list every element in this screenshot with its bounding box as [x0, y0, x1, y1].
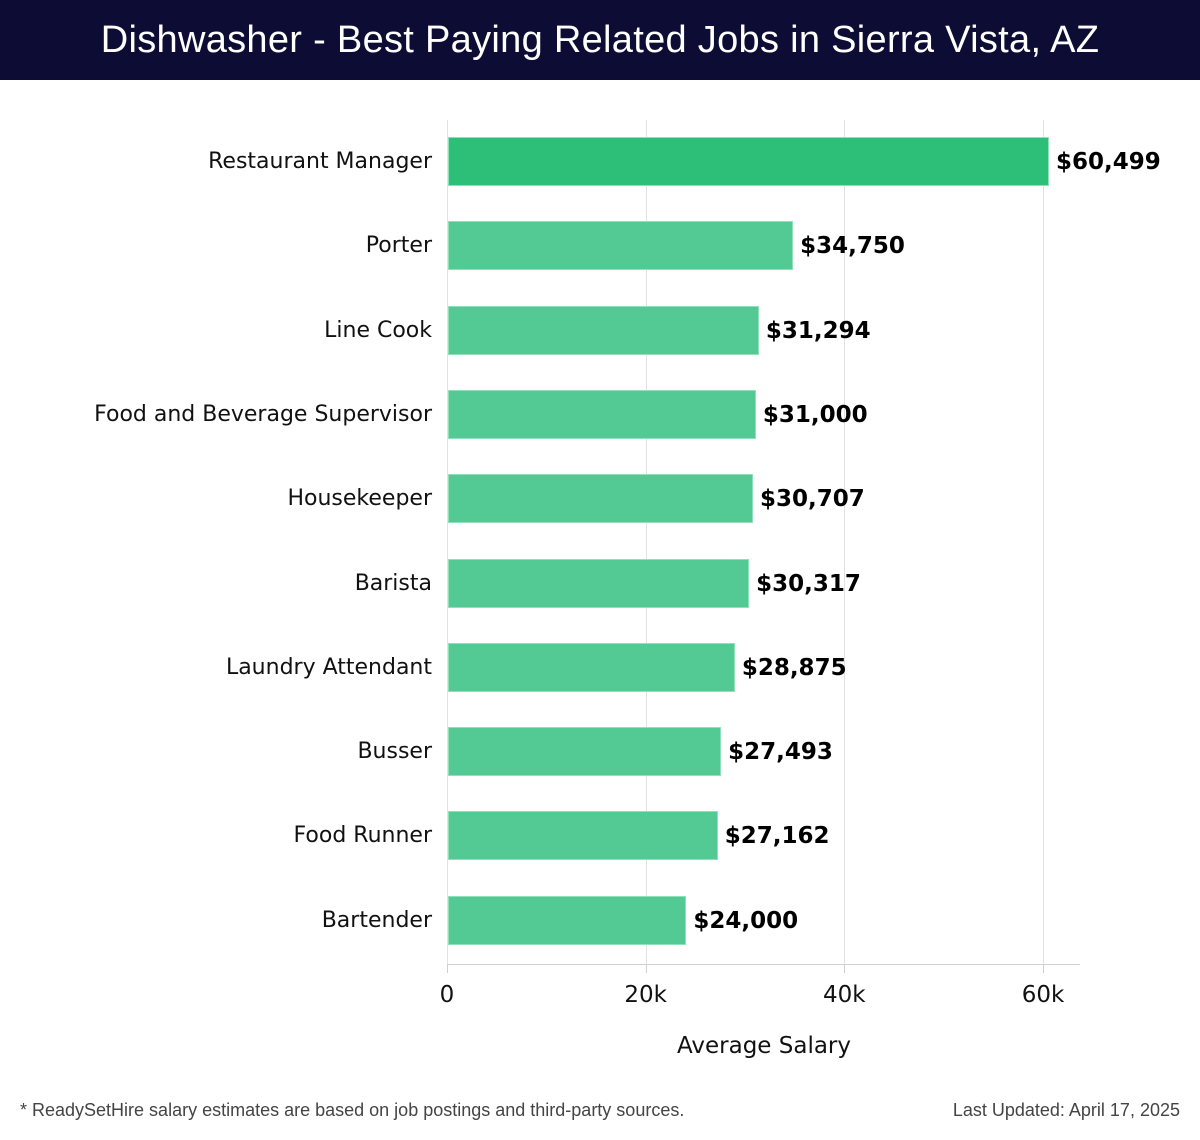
x-tick-label: 20k	[624, 982, 667, 1008]
gridline	[1043, 120, 1044, 965]
x-tick	[447, 965, 448, 973]
x-tick-label: 60k	[1021, 982, 1065, 1008]
salary-bar[interactable]	[448, 221, 794, 271]
salary-bar[interactable]	[448, 642, 735, 692]
value-label: $34,750	[800, 233, 905, 260]
x-tick	[645, 965, 647, 973]
category-label: Housekeeper	[287, 486, 432, 512]
category-label: Laundry Attendant	[225, 654, 432, 680]
salary-bar[interactable]	[448, 389, 756, 439]
gridline	[447, 120, 448, 965]
x-tick	[1043, 965, 1044, 973]
value-label: $27,493	[728, 739, 833, 766]
value-label: $30,317	[756, 570, 861, 597]
x-tick	[844, 965, 846, 973]
salary-bar[interactable]	[448, 137, 1049, 186]
salary-bar[interactable]	[448, 895, 687, 945]
x-tick-label: 40k	[823, 982, 866, 1008]
x-axis-label: Average Salary	[676, 1033, 852, 1059]
gridline	[844, 120, 846, 965]
salary-bar[interactable]	[448, 474, 754, 524]
category-label: Food Runner	[293, 823, 432, 849]
value-label: $28,875	[741, 654, 847, 681]
category-label: Food and Beverage Supervisor	[94, 401, 432, 427]
value-label: $24,000	[693, 907, 799, 934]
value-label: $31,294	[765, 317, 871, 344]
category-label: Porter	[365, 233, 432, 259]
x-axis-line	[447, 964, 1080, 965]
category-label: Barista	[354, 570, 432, 596]
value-label: $60,499	[1055, 149, 1161, 175]
footnote: * ReadySetHire salary estimates are base…	[20, 1100, 685, 1120]
value-label: $31,000	[762, 401, 868, 428]
category-label: Line Cook	[324, 317, 432, 343]
value-label: $27,162	[724, 823, 830, 850]
chart-header: Dishwasher - Best Paying Related Jobs in…	[0, 0, 1200, 80]
category-label: Bartender	[321, 907, 432, 933]
salary-bar[interactable]	[448, 811, 718, 861]
chart-title: Dishwasher - Best Paying Related Jobs in…	[100, 18, 1100, 61]
value-label: $30,707	[760, 486, 865, 513]
gridline	[645, 120, 647, 965]
category-label: Busser	[357, 739, 432, 765]
salary-bar[interactable]	[448, 558, 750, 608]
salary-bar[interactable]	[448, 305, 759, 355]
salary-bar[interactable]	[448, 727, 722, 777]
x-tick-label: 0	[439, 982, 455, 1008]
category-label: Restaurant Manager	[208, 149, 432, 174]
last-updated: Last Updated: April 17, 2025	[952, 1100, 1180, 1120]
